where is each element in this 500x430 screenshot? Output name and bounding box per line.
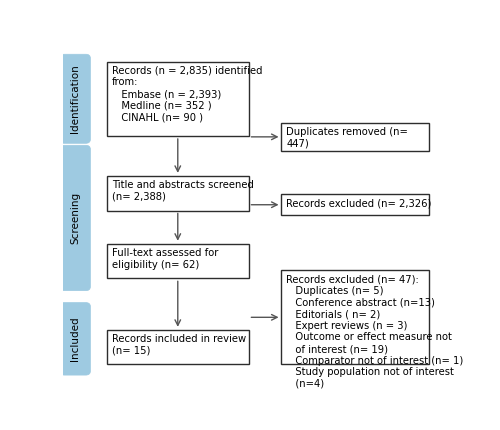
Text: Records excluded (n= 2,326): Records excluded (n= 2,326) bbox=[286, 198, 432, 208]
Text: Identification: Identification bbox=[70, 64, 80, 133]
Text: Records (n = 2,835) identified
from:
   Embase (n = 2,393)
   Medline (n= 352 )
: Records (n = 2,835) identified from: Emb… bbox=[112, 66, 262, 122]
Text: Title and abstracts screened
(n= 2,388): Title and abstracts screened (n= 2,388) bbox=[112, 180, 254, 202]
FancyBboxPatch shape bbox=[282, 194, 428, 215]
Text: Full-text assessed for
eligibility (n= 62): Full-text assessed for eligibility (n= 6… bbox=[112, 248, 218, 270]
FancyBboxPatch shape bbox=[107, 330, 249, 365]
Text: Screening: Screening bbox=[70, 192, 80, 244]
FancyBboxPatch shape bbox=[282, 123, 428, 151]
FancyBboxPatch shape bbox=[107, 244, 249, 278]
Text: Records excluded (n= 47):
   Duplicates (n= 5)
   Conference abstract (n=13)
   : Records excluded (n= 47): Duplicates (n=… bbox=[286, 274, 464, 389]
FancyBboxPatch shape bbox=[60, 145, 90, 291]
FancyBboxPatch shape bbox=[107, 176, 249, 211]
FancyBboxPatch shape bbox=[60, 303, 90, 375]
FancyBboxPatch shape bbox=[107, 61, 249, 136]
FancyBboxPatch shape bbox=[282, 270, 428, 365]
FancyBboxPatch shape bbox=[60, 54, 90, 143]
Text: Included: Included bbox=[70, 316, 80, 361]
Text: Duplicates removed (n=
447): Duplicates removed (n= 447) bbox=[286, 127, 408, 149]
Text: Records included in review
(n= 15): Records included in review (n= 15) bbox=[112, 334, 246, 356]
